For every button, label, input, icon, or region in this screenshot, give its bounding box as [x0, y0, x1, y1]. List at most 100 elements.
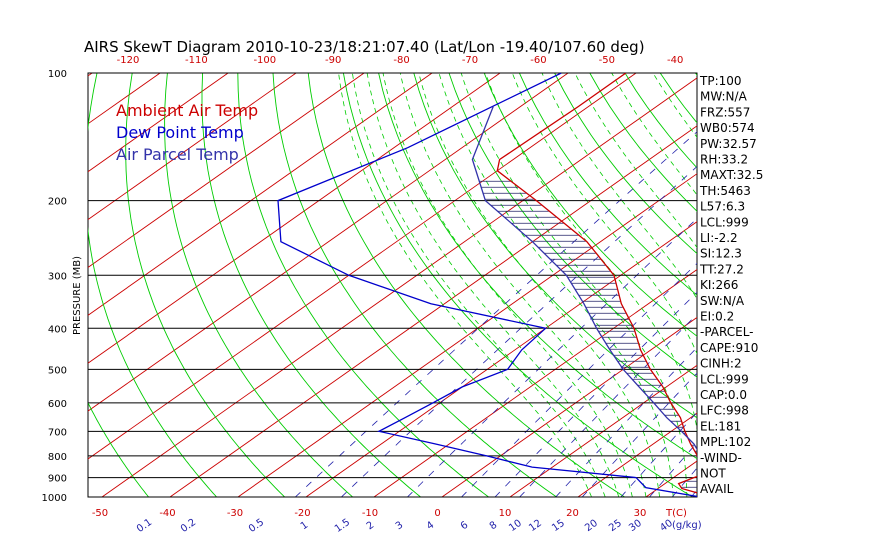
- isotherm-line: [101, 77, 697, 497]
- dry-adiabat-line: [125, 73, 285, 497]
- y-axis-label: PRESSURE (MB): [72, 256, 83, 335]
- moist-adiabat-line: [823, 73, 870, 497]
- top-temp-tick-label: -80: [393, 55, 409, 66]
- top-temp-tick-label: -70: [462, 55, 478, 66]
- mixing-ratio-line: [771, 73, 870, 497]
- stability-index: CINH:2: [700, 357, 742, 371]
- moist-adiabat-line: [352, 73, 606, 497]
- isotherm-line: [88, 73, 569, 412]
- dry-adiabat-line: [483, 73, 697, 337]
- stability-index: MPL:102: [700, 435, 751, 449]
- mixing-ratio-tick-label: 2: [365, 520, 377, 533]
- isotherm-line: [577, 412, 697, 497]
- isotherm-line: [850, 73, 870, 497]
- pressure-tick-label: 100: [48, 69, 67, 80]
- dry-adiabat-line: [272, 73, 557, 497]
- moist-adiabat-line: [438, 73, 674, 497]
- dry-adiabat-line: [801, 73, 870, 497]
- dry-adiabat-line: [201, 73, 421, 497]
- isotherm-line: [441, 316, 697, 497]
- bottom-temp-tick-label: 0: [434, 508, 440, 519]
- legend-entry: Ambient Air Temp: [116, 101, 258, 120]
- bottom-temp-unit: T(C): [665, 508, 687, 519]
- stability-index: TP:100: [699, 74, 742, 88]
- top-temp-tick-label: -110: [185, 55, 208, 66]
- bottom-temp-axis: -50 -40 -30 -20 -10 0 10 20 30 T(C): [92, 508, 687, 519]
- stability-index: LFC:998: [700, 404, 749, 418]
- stability-index: NOT: [700, 467, 726, 481]
- dry-adiabat-line: [237, 73, 489, 497]
- mixing-ratio-tick-label: 30: [627, 518, 644, 534]
- pressure-tick-label: 500: [48, 365, 67, 376]
- stability-index: FRZ:557: [700, 105, 750, 119]
- legend-entry: Dew Point Temp: [116, 123, 244, 142]
- mixing-ratio-axis: 0.1 0.2 0.5 1 1.5 2 3 4 6 8 10 12 15 20 25 30 40(g/kg): [135, 517, 702, 535]
- mixing-ratio-unit: (g/kg): [672, 520, 702, 531]
- top-temp-tick-label: -60: [530, 55, 546, 66]
- moist-adiabat-lines: [338, 73, 870, 497]
- mixing-ratio-tick-label: 6: [459, 520, 471, 533]
- stability-index: L57:6.3: [700, 200, 745, 214]
- mixing-ratio-tick-label: 15: [550, 518, 567, 534]
- stability-index: TH:5463: [699, 184, 751, 198]
- dry-adiabat-lines: [0, 73, 870, 497]
- isotherm-line: [305, 221, 697, 497]
- mixing-ratio-line: [746, 73, 870, 497]
- stability-index: PW:32.57: [700, 137, 757, 151]
- stability-index: CAP:0.0: [700, 388, 747, 402]
- bottom-temp-tick-label: 10: [499, 508, 512, 519]
- mixing-ratio-tick-label: 3: [394, 520, 406, 533]
- dry-adiabat-line: [448, 73, 697, 378]
- mixing-ratio-tick-label: 8: [488, 520, 500, 533]
- legend-entry: Air Parcel Temp: [116, 145, 239, 164]
- stability-index: TT:27.2: [699, 262, 744, 276]
- pressure-tick-label: 400: [48, 324, 67, 335]
- mixing-ratio-tick-label: 12: [527, 518, 544, 534]
- series-line-ambient-air-temp: [496, 73, 697, 494]
- moist-adiabat-line: [836, 73, 870, 497]
- dry-adiabat-line: [378, 73, 697, 460]
- moist-adiabat-line: [399, 73, 647, 497]
- moist-adiabat-line: [809, 73, 870, 497]
- top-temp-axis: -120 -110 -100 -90 -80 -70 -60 -50 -40: [117, 55, 684, 66]
- dry-adiabat-line: [164, 73, 353, 497]
- mixing-ratio-line: [792, 73, 870, 497]
- stability-index: LI:-2.2: [700, 231, 738, 245]
- mixing-ratio-line: [555, 346, 697, 497]
- pressure-tick-label: 800: [48, 452, 67, 463]
- dry-adiabat-line: [342, 73, 693, 497]
- stability-index: MW:N/A: [700, 90, 748, 104]
- top-temp-tick-label: -90: [325, 55, 341, 66]
- mixing-ratio-tick-label: 4: [425, 520, 437, 533]
- stability-index: AVAIL: [700, 482, 734, 496]
- mixing-ratio-tick-label: 0.2: [179, 517, 198, 535]
- stability-index: SW:N/A: [700, 294, 745, 308]
- mixing-ratio-lines: [295, 73, 870, 497]
- dry-adiabat-line: [0, 73, 81, 497]
- moist-adiabat-line: [850, 73, 870, 497]
- series-line-air-parcel-temp: [471, 106, 697, 451]
- mixing-ratio-line: [581, 372, 697, 497]
- series-line-dew-point-temp: [277, 73, 697, 497]
- mixing-ratio-line: [295, 131, 697, 497]
- top-temp-tick-label: -40: [667, 55, 683, 66]
- isotherm-line: [237, 173, 697, 497]
- dry-adiabat-line: [88, 73, 217, 497]
- mixing-ratio-tick-label: 0.5: [247, 517, 266, 535]
- pressure-tick-label: 1000: [42, 493, 67, 504]
- mixing-ratio-tick-label: 1.5: [333, 517, 352, 535]
- dry-adiabat-line: [766, 73, 870, 497]
- dry-adiabat-line: [413, 73, 697, 419]
- moist-adiabat-line: [751, 73, 844, 497]
- moist-adiabat-line: [418, 73, 660, 497]
- isobar-lines: [88, 73, 697, 497]
- pressure-tick-label: 600: [48, 399, 67, 410]
- pressure-tick-label: 700: [48, 427, 67, 438]
- bottom-temp-tick-label: 20: [566, 508, 579, 519]
- stability-index: WB0:574: [700, 121, 755, 135]
- dry-adiabat-line: [659, 73, 697, 124]
- stability-index: CAPE:910: [700, 341, 758, 355]
- isotherm-line: [88, 73, 297, 221]
